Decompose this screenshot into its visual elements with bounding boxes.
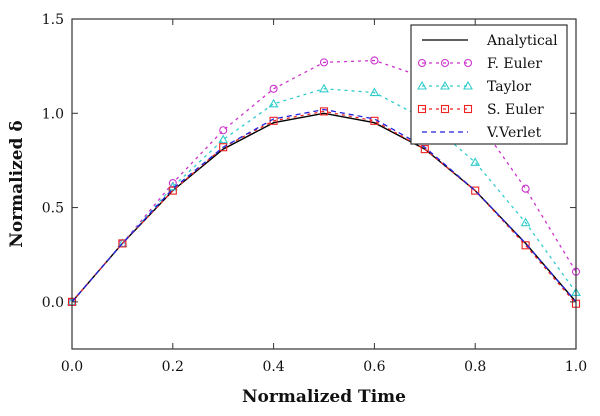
y-tick-label: 0.0 xyxy=(42,295,64,311)
data-point xyxy=(268,98,279,108)
y-tick-label: 1.0 xyxy=(42,106,64,122)
data-point xyxy=(219,126,228,135)
legend-marker xyxy=(463,80,473,90)
data-point xyxy=(520,217,531,227)
legend-box xyxy=(410,24,568,145)
legend-marker xyxy=(440,58,450,68)
data-point xyxy=(319,58,329,67)
data-point xyxy=(521,184,530,193)
data-point xyxy=(168,186,177,195)
legend-marker xyxy=(463,58,473,68)
x-tick-label: 0.4 xyxy=(262,359,284,375)
legend-marker xyxy=(417,104,427,114)
data-point xyxy=(521,241,530,250)
x-tick-label: 0.8 xyxy=(464,359,486,375)
series-line xyxy=(71,88,577,303)
data-point xyxy=(369,87,380,97)
x-tick-label: 0.6 xyxy=(363,359,385,375)
data-point xyxy=(219,143,228,152)
y-tick-label: 1.5 xyxy=(42,12,64,28)
data-point xyxy=(118,239,127,248)
x-tick-label: 0.0 xyxy=(61,359,83,375)
x-axis-label: Normalized Time xyxy=(242,387,406,407)
data-point xyxy=(420,145,429,154)
series-v-verlet xyxy=(71,108,577,303)
legend-label: F. Euler xyxy=(487,56,542,72)
legend-marker xyxy=(440,104,450,114)
legend-marker xyxy=(440,80,450,90)
y-tick-label: 0.5 xyxy=(42,201,64,217)
legend-label: Analytical xyxy=(486,33,558,49)
legend-marker xyxy=(417,58,427,68)
data-point xyxy=(218,134,229,144)
y-axis-label: Normalized δ xyxy=(7,120,27,247)
series-line xyxy=(71,108,577,303)
x-tick-label: 0.2 xyxy=(162,359,184,375)
legend-label: V.Verlet xyxy=(486,125,542,141)
data-point xyxy=(470,157,481,166)
plot-frame xyxy=(71,18,577,350)
data-point xyxy=(269,84,278,93)
data-point xyxy=(319,83,329,93)
legend-label: S. Euler xyxy=(487,102,544,118)
legend-marker xyxy=(463,104,473,114)
series-line xyxy=(71,110,577,305)
data-point xyxy=(370,56,379,65)
data-point xyxy=(471,186,480,195)
legend: Analytical F. Euler Taylor S. Euler V.Verlet xyxy=(410,24,568,145)
legend-marker xyxy=(417,80,427,90)
data-point xyxy=(319,107,329,116)
legend-label: Taylor xyxy=(487,79,531,95)
x-tick-label: 1.0 xyxy=(565,359,587,375)
